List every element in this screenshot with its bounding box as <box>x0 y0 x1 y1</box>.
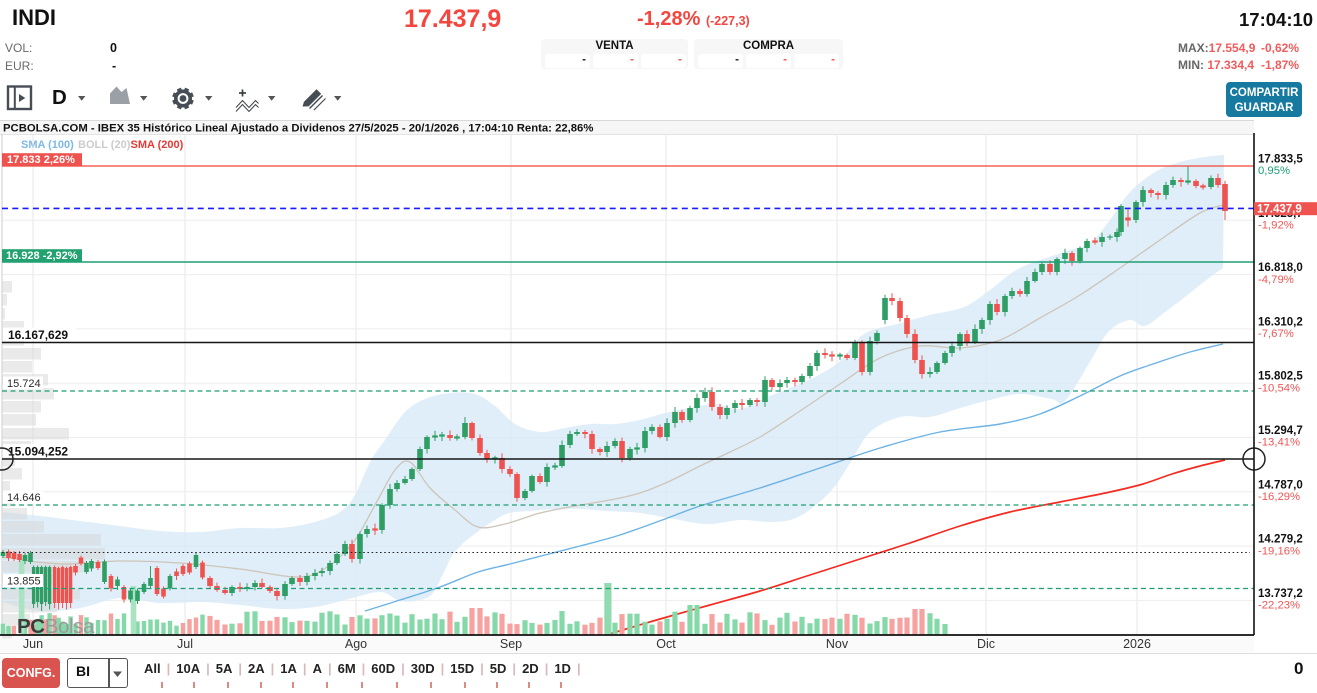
svg-text:Ago: Ago <box>345 637 367 651</box>
svg-text:2026: 2026 <box>1123 637 1151 651</box>
svg-text:15.802,5: 15.802,5 <box>1258 371 1303 383</box>
svg-text:Jun: Jun <box>23 637 43 651</box>
svg-text:-10,54%: -10,54% <box>1258 382 1300 394</box>
svg-text:-22,23%: -22,23% <box>1258 600 1300 612</box>
svg-text:-7,67%: -7,67% <box>1258 328 1294 340</box>
svg-text:PCBOLSA.COM - IBEX 35 Históric: PCBOLSA.COM - IBEX 35 Histórico Lineal A… <box>3 122 593 134</box>
svg-text:Sep: Sep <box>500 637 522 651</box>
svg-text:-16,29%: -16,29% <box>1258 491 1300 503</box>
svg-text:16.928 -2,92%: 16.928 -2,92% <box>6 250 78 262</box>
svg-text:14.787,0: 14.787,0 <box>1258 479 1303 491</box>
svg-text:15.724: 15.724 <box>7 378 41 390</box>
svg-text:14.646: 14.646 <box>7 492 41 504</box>
svg-text:17.437,9: 17.437,9 <box>1257 204 1302 216</box>
svg-text:17.833,5: 17.833,5 <box>1258 154 1303 166</box>
svg-text:PCBolsa: PCBolsa <box>17 615 95 638</box>
svg-text:Nov: Nov <box>826 637 849 651</box>
svg-text:15.294,7: 15.294,7 <box>1258 425 1303 437</box>
svg-text:16.818,0: 16.818,0 <box>1258 262 1303 274</box>
svg-text:16.310,2: 16.310,2 <box>1258 316 1303 328</box>
svg-text:Oct: Oct <box>656 637 676 651</box>
svg-text:-4,79%: -4,79% <box>1258 274 1294 286</box>
svg-text:13.737,2: 13.737,2 <box>1258 588 1303 600</box>
svg-text:-1,92%: -1,92% <box>1258 220 1294 232</box>
svg-text:13.855: 13.855 <box>7 576 41 588</box>
svg-text:0,95%: 0,95% <box>1258 165 1290 177</box>
svg-text:15.094,252: 15.094,252 <box>8 445 68 459</box>
svg-text:SMA (200): SMA (200) <box>131 139 184 151</box>
svg-text:SMA (100): SMA (100) <box>21 139 74 151</box>
svg-text:BOLL (20): BOLL (20) <box>78 139 131 151</box>
svg-text:D: D <box>52 86 67 109</box>
svg-text:Jul: Jul <box>177 637 193 651</box>
svg-text:14.279,2: 14.279,2 <box>1258 534 1303 546</box>
svg-text:Dic: Dic <box>977 637 995 651</box>
svg-text:16.167,629: 16.167,629 <box>8 328 68 342</box>
svg-text:-13,41%: -13,41% <box>1258 437 1300 449</box>
svg-text:-19,16%: -19,16% <box>1258 545 1300 557</box>
svg-text:17.833 2,26%: 17.833 2,26% <box>7 154 75 166</box>
